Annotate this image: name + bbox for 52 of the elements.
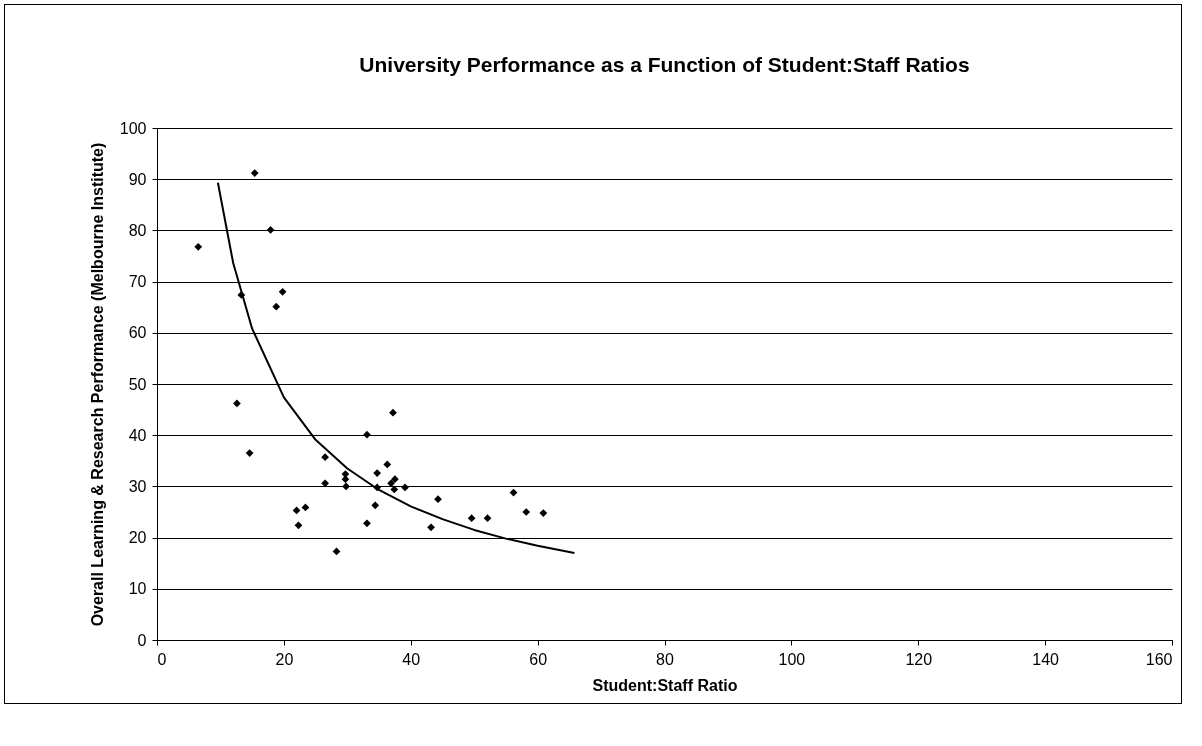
point — [371, 501, 380, 510]
point — [387, 479, 395, 488]
point — [467, 514, 476, 523]
point — [250, 169, 259, 177]
point — [373, 469, 381, 477]
point — [342, 482, 350, 491]
point — [321, 479, 329, 488]
point — [233, 399, 241, 408]
point — [390, 485, 399, 494]
point — [539, 509, 548, 517]
x-tick-label: 40 — [402, 650, 421, 668]
point — [245, 449, 254, 457]
point — [389, 408, 397, 417]
x-tick-label: 140 — [1032, 650, 1060, 668]
x-tick-label: 160 — [1145, 650, 1173, 668]
point — [483, 514, 492, 523]
chart-title: University Performance as a Function of Student:Staff Ratios — [359, 53, 970, 76]
point — [401, 483, 409, 492]
y-tick-label: 80 — [128, 221, 147, 239]
point — [522, 508, 531, 516]
point — [294, 521, 303, 530]
point — [278, 287, 287, 296]
y-tick-label: 40 — [128, 426, 147, 444]
y-tick-label: 0 — [137, 631, 147, 649]
point — [301, 503, 310, 512]
x-tick-label: 120 — [905, 650, 933, 668]
y-tick-label: 70 — [128, 273, 147, 291]
y-tick-label: 90 — [128, 170, 147, 188]
y-tick-label: 50 — [128, 375, 147, 393]
point — [434, 495, 442, 504]
point — [363, 519, 371, 528]
x-tick-label: 80 — [656, 650, 674, 668]
point — [341, 475, 350, 484]
point — [194, 242, 203, 251]
x-axis-title: Student:Staff Ratio — [592, 676, 738, 694]
y-tick-label: 20 — [128, 529, 147, 547]
x-tick-label: 20 — [275, 650, 294, 668]
x-tick-label: 0 — [157, 650, 167, 668]
point — [363, 430, 371, 439]
point — [391, 475, 399, 484]
point — [383, 460, 392, 469]
point — [427, 523, 435, 532]
y-tick-label: 100 — [119, 119, 147, 137]
point — [272, 302, 281, 311]
y-tick-label: 10 — [128, 580, 147, 598]
y-axis-title: Overall Learning & Research Performance (Melbourne Institute) — [88, 142, 106, 627]
point — [321, 453, 329, 462]
x-tick-label: 60 — [529, 650, 548, 668]
x-tick-label: 100 — [778, 650, 806, 668]
point — [266, 226, 275, 234]
y-tick-label: 30 — [128, 477, 147, 495]
y-tick-label: 60 — [128, 324, 147, 342]
